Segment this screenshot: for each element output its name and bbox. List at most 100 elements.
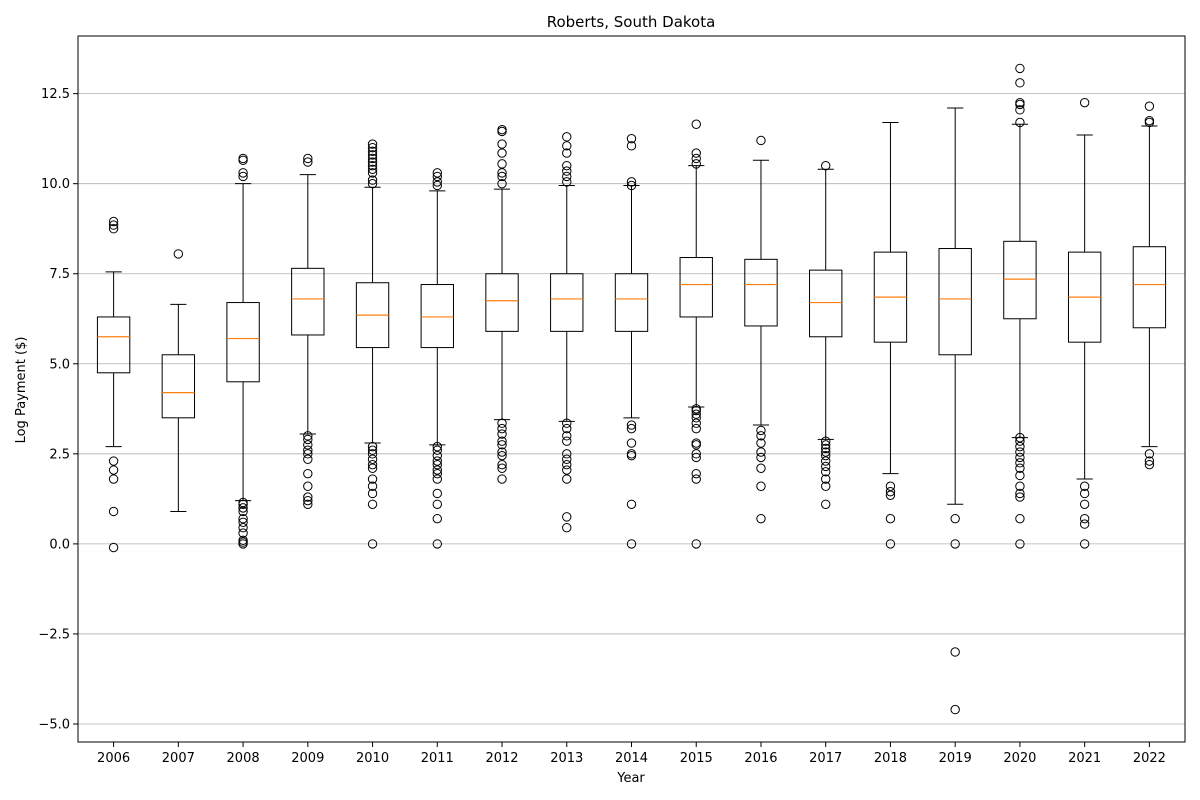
x-tick-label: 2014 (615, 751, 648, 766)
box-2009 (291, 153, 325, 509)
axes: −5.0 −2.5 0.0 2.5 5.0 7.5 10.0 12.5 2006 2007 2008… (38, 87, 1166, 766)
outlier-point (367, 157, 378, 167)
box-2015 (679, 119, 713, 549)
outlier-point (562, 431, 572, 441)
outlier-point (108, 474, 119, 484)
y-tick-label: 0.0 (49, 537, 70, 552)
outlier-point (238, 522, 248, 533)
iqr-box (1132, 246, 1167, 329)
x-tick-label: 2013 (550, 751, 583, 766)
outlier-point (756, 135, 766, 146)
x-tick-label: 2015 (680, 751, 713, 766)
outlier-point (1079, 97, 1090, 108)
outlier-point (303, 468, 313, 479)
outlier-point (691, 413, 701, 423)
box-2022 (1132, 101, 1167, 470)
outlier-point (432, 539, 442, 549)
outlier-point (1015, 105, 1025, 115)
x-tick-label: 2022 (1133, 751, 1166, 766)
outlier-point (432, 474, 442, 484)
outlier-point (238, 171, 248, 182)
outlier-point (497, 178, 507, 189)
box-2013 (550, 132, 584, 533)
outlier-point (821, 447, 831, 457)
iqr-box (96, 316, 131, 374)
outlier-point (432, 488, 442, 499)
outlier-point (756, 447, 766, 457)
y-tick-label: 2.5 (49, 447, 70, 462)
outlier-point (367, 463, 378, 473)
outlier-point (367, 175, 378, 185)
outlier-point (1144, 115, 1155, 126)
outlier-point (562, 474, 572, 484)
outlier-point (238, 517, 248, 527)
outlier-point (303, 499, 313, 509)
outlier-point (1015, 97, 1025, 108)
outlier-point (1015, 539, 1025, 549)
outlier-point (821, 461, 831, 472)
outlier-point (756, 513, 766, 524)
outlier-point (691, 148, 701, 158)
box-2016 (744, 135, 778, 524)
outlier-point (950, 704, 960, 715)
outlier-point (497, 148, 507, 158)
box-2020 (1003, 63, 1037, 549)
outlier-point (497, 459, 507, 470)
outlier-point (1015, 432, 1025, 443)
outlier-point (432, 459, 442, 470)
x-tick-label: 2010 (356, 751, 389, 766)
outlier-point (1144, 101, 1155, 111)
outlier-point (821, 160, 831, 171)
outlier-point (691, 409, 701, 419)
outlier-point (691, 153, 701, 164)
outlier-point (756, 431, 766, 441)
outlier-point (562, 454, 572, 464)
box-2006 (96, 216, 131, 553)
outlier-point (432, 513, 442, 524)
outlier-point (303, 495, 313, 506)
outlier-point (1015, 452, 1025, 463)
outlier-point (303, 445, 313, 455)
outlier-point (691, 539, 701, 549)
outlier-point (173, 249, 184, 259)
outlier-point (626, 438, 637, 448)
outlier-point (1144, 456, 1155, 466)
outlier-point (821, 481, 831, 491)
outlier-point (432, 456, 442, 466)
outlier-point (691, 119, 701, 129)
outlier-point (497, 436, 507, 446)
x-tick-label: 2008 (227, 751, 260, 766)
x-tick-label: 2021 (1068, 751, 1101, 766)
x-tick-label: 2019 (939, 751, 972, 766)
outlier-point (367, 164, 378, 174)
box-2008 (226, 153, 260, 549)
outlier-point (303, 153, 313, 164)
outlier-point (562, 512, 572, 522)
outlier-point (367, 142, 378, 153)
outlier-point (562, 522, 572, 533)
outlier-point (626, 499, 637, 509)
outlier-point (1015, 513, 1025, 524)
outlier-point (108, 216, 119, 227)
outlier-point (367, 445, 378, 455)
outlier-point (238, 506, 248, 517)
x-tick-label: 2009 (291, 751, 324, 766)
outlier-point (821, 456, 831, 466)
iqr-box (1003, 240, 1037, 320)
outlier-point (497, 440, 507, 450)
iqr-box (161, 354, 196, 419)
outlier-point (497, 450, 507, 461)
outlier-point (562, 141, 572, 151)
x-axis-label: Year (616, 771, 645, 786)
outlier-point (562, 171, 572, 182)
outlier-point (303, 454, 313, 464)
outlier-point (238, 153, 248, 164)
x-tick-label: 2011 (421, 751, 454, 766)
box-2021 (1067, 97, 1102, 549)
outlier-point (626, 423, 637, 434)
outlier-point (497, 139, 507, 149)
outlier-point (1015, 447, 1025, 457)
outlier-point (367, 160, 378, 171)
outlier-point (367, 539, 378, 549)
outlier-point (303, 440, 313, 450)
